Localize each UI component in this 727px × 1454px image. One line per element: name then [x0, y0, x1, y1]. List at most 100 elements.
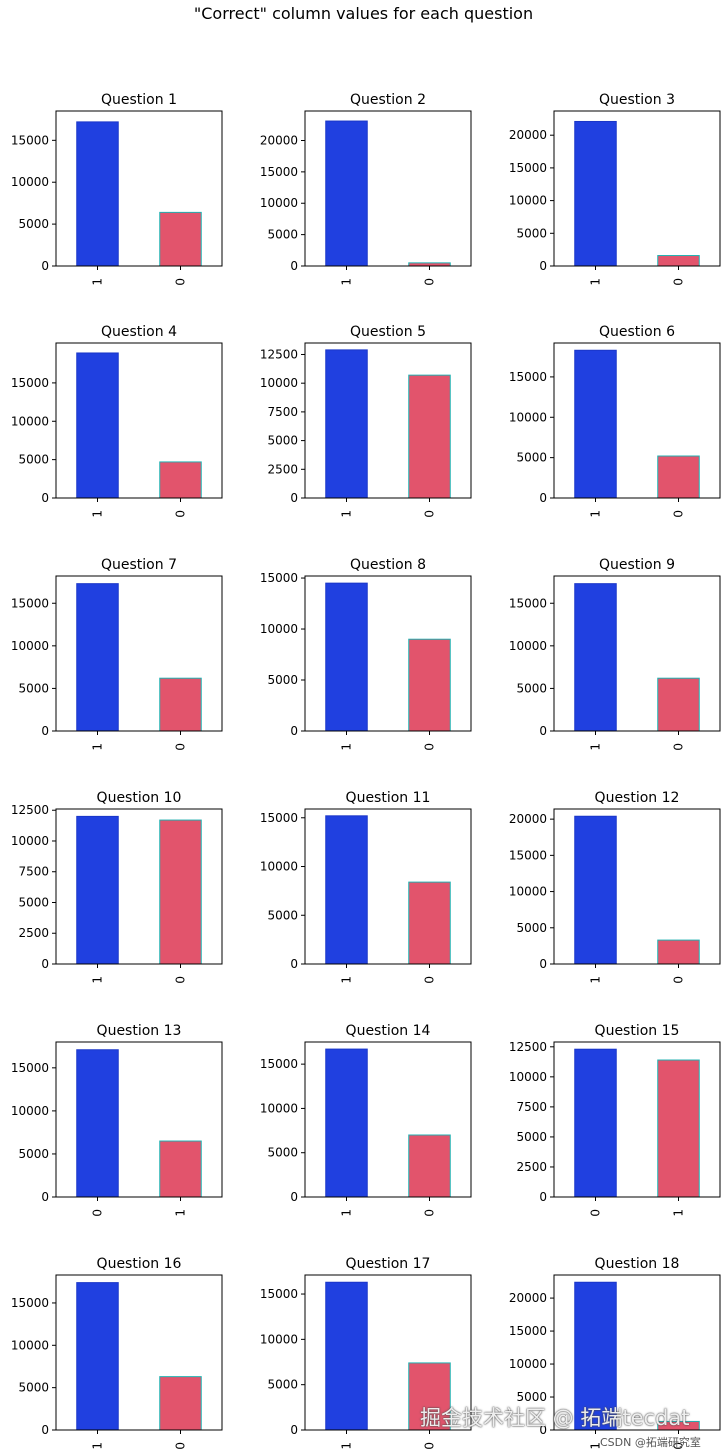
bar-0: [408, 638, 451, 732]
bar-1: [657, 1059, 700, 1198]
y-tick-label: 5000: [516, 451, 547, 465]
subplot-16: Question 16 1 0 0 5000 10000 15000: [11, 1256, 223, 1450]
subplot-title: Question 4: [101, 324, 177, 340]
bar-1: [325, 120, 368, 267]
x-tick-label: 0: [672, 1442, 686, 1450]
subplot-6: Question 6 1 0 0 5000 10000 15000: [509, 324, 721, 518]
axes-frame: [304, 1274, 472, 1431]
y-tick-label: 12500: [11, 803, 49, 817]
y-tick-label: 7500: [18, 865, 49, 879]
x-tick-label: 0: [91, 1209, 105, 1217]
y-tick-label: 15000: [11, 376, 49, 390]
y-tick-label: 10000: [509, 885, 547, 899]
subplot-12: Question 12 1 0 0 5000 10000 15000 20000: [509, 790, 721, 984]
subplot-7: Question 7 1 0 0 5000 10000 15000: [11, 557, 223, 751]
y-tick-label: 10000: [260, 196, 298, 210]
subplot-title: Question 7: [101, 557, 177, 573]
x-tick-label: 1: [91, 743, 105, 751]
x-tick-label: 1: [174, 1209, 188, 1217]
y-tick-label: 0: [41, 491, 49, 505]
y-tick-label: 0: [290, 259, 298, 273]
x-tick-label: 0: [174, 743, 188, 751]
axes-frame: [304, 808, 472, 965]
x-tick-label: 1: [340, 1209, 354, 1217]
y-tick-label: 0: [41, 259, 49, 273]
subplot-title: Question 9: [599, 557, 675, 573]
y-tick-label: 15000: [509, 596, 547, 610]
x-tick-label: 1: [340, 743, 354, 751]
y-tick-label: 0: [41, 1423, 49, 1437]
y-tick-label: 5000: [267, 908, 298, 922]
y-tick-label: 0: [539, 1423, 547, 1437]
y-tick-label: 0: [539, 957, 547, 971]
bar-0: [657, 939, 700, 965]
y-tick-label: 10000: [509, 1070, 547, 1084]
bar-1: [76, 583, 119, 732]
bar-1: [325, 815, 368, 965]
bar-1: [574, 120, 617, 267]
bar-0: [657, 455, 700, 499]
y-tick-label: 5000: [516, 681, 547, 695]
bar-0: [159, 1376, 202, 1431]
bar-1: [76, 121, 119, 267]
axes-frame: [55, 1041, 223, 1198]
y-tick-label: 15000: [11, 596, 49, 610]
x-tick-label: 0: [672, 976, 686, 984]
y-tick-label: 10000: [260, 622, 298, 636]
y-tick-label: 0: [290, 957, 298, 971]
x-tick-label: 1: [589, 1442, 603, 1450]
subplot-14: Question 14 1 0 0 5000 10000 15000: [260, 1023, 472, 1217]
subplot-3: Question 3 1 0 0 5000 10000 15000 20000: [509, 92, 721, 286]
bar-0: [657, 255, 700, 267]
axes-frame: [553, 110, 721, 267]
axes-frame: [304, 575, 472, 732]
y-tick-label: 12500: [509, 1040, 547, 1054]
axes-frame: [304, 110, 472, 267]
subplot-18: Question 18 1 0 0 5000 10000 15000 20000: [509, 1256, 721, 1450]
y-tick-label: 0: [539, 491, 547, 505]
y-tick-label: 0: [41, 724, 49, 738]
y-tick-label: 0: [290, 1423, 298, 1437]
y-tick-label: 10000: [11, 834, 49, 848]
bar-0: [159, 677, 202, 732]
subplot-title: Question 14: [346, 1023, 431, 1039]
x-tick-label: 0: [423, 510, 437, 518]
x-tick-label: 0: [174, 278, 188, 286]
y-tick-label: 0: [41, 957, 49, 971]
y-tick-label: 15000: [509, 370, 547, 384]
y-tick-label: 5000: [18, 1381, 49, 1395]
y-tick-label: 5000: [18, 217, 49, 231]
bar-1: [76, 1282, 119, 1431]
y-tick-label: 20000: [509, 128, 547, 142]
x-tick-label: 1: [340, 1442, 354, 1450]
axes-frame: [55, 110, 223, 267]
subplot-15: Question 15 0 1 0 2500 5000 7500 10000 12500: [509, 1023, 721, 1217]
subplot-title: Question 13: [97, 1023, 182, 1039]
x-tick-label: 1: [340, 976, 354, 984]
subplot-title: Question 8: [350, 557, 426, 573]
y-tick-label: 10000: [260, 860, 298, 874]
y-tick-label: 7500: [267, 405, 298, 419]
x-tick-label: 0: [423, 976, 437, 984]
y-tick-label: 15000: [11, 1061, 49, 1075]
bar-0: [76, 1049, 119, 1198]
x-tick-label: 1: [340, 510, 354, 518]
bar-1: [76, 352, 119, 499]
y-tick-label: 15000: [260, 571, 298, 585]
bar-1: [325, 1048, 368, 1198]
y-tick-label: 15000: [509, 161, 547, 175]
y-tick-label: 0: [290, 491, 298, 505]
x-tick-label: 1: [91, 278, 105, 286]
bar-0: [159, 461, 202, 499]
y-tick-label: 20000: [509, 1291, 547, 1305]
bar-0: [408, 1362, 451, 1431]
y-tick-label: 5000: [267, 673, 298, 687]
subplot-title: Question 12: [595, 790, 680, 806]
y-tick-label: 5000: [18, 453, 49, 467]
bar-1: [574, 583, 617, 732]
bar-0: [159, 211, 202, 267]
figure-title: "Correct" column values for each questio…: [193, 4, 534, 23]
x-tick-label: 0: [423, 743, 437, 751]
y-tick-label: 10000: [260, 1101, 298, 1115]
y-tick-label: 15000: [260, 811, 298, 825]
